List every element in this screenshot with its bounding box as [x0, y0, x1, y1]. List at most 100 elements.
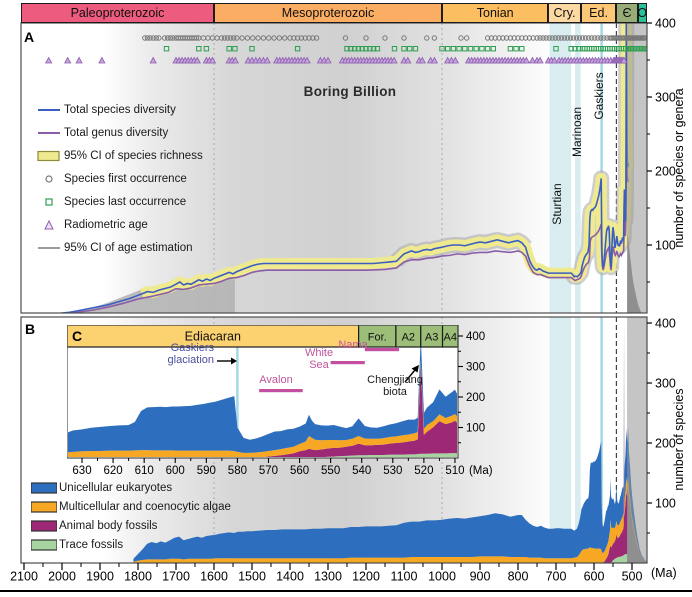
- x-axis-tick-label: 1000: [428, 570, 456, 584]
- radiometric-age-marker: [536, 56, 544, 64]
- legend-item: Animal body fossils: [29, 519, 231, 533]
- species-first-occurrence-marker: [161, 35, 168, 41]
- species-last-occurrence-marker: [249, 46, 255, 52]
- area-unicellular-eukaryotes: [133, 323, 647, 563]
- y-axis-tick-label: 200: [655, 165, 676, 179]
- legend-item: Species last occurrence: [34, 195, 203, 209]
- panel-a-legend: Total species diversity Total genus diver…: [34, 103, 203, 255]
- era-label: Paleoproterozoic: [70, 6, 165, 20]
- species-first-occurrence-marker: [511, 35, 517, 41]
- inset-x-tick-label: 600: [166, 465, 185, 477]
- legend-item: Unicellular eukaryotes: [29, 481, 231, 495]
- phanerozoic-gray-overlay-b: [627, 317, 647, 563]
- species-first-occurrence-marker: [144, 35, 151, 41]
- y-axis-tick-label: 100: [655, 239, 676, 253]
- radiometric-age-marker: [550, 56, 559, 64]
- species-first-occurrence-marker: [484, 35, 491, 41]
- x-axis-tick-label: 900: [470, 570, 491, 584]
- line-legend-marker: [34, 104, 64, 116]
- species-first-occurrence-marker: [570, 35, 577, 41]
- panel-a-y-axis-title: number of species or genera: [672, 88, 686, 248]
- radiometric-age-marker: [390, 56, 398, 64]
- species-first-occurrence-marker: [546, 35, 552, 41]
- y-axis-tick-label: 300: [655, 91, 676, 105]
- radiometric-age-marker: [620, 56, 628, 64]
- species-last-occurrence-marker: [490, 46, 497, 52]
- inset-stage-label: A2: [402, 332, 415, 344]
- legend-item-label: Trace fossils: [59, 539, 124, 551]
- species-first-occurrence-marker: [543, 35, 549, 41]
- inset-x-tick-label: 530: [383, 465, 402, 477]
- swatch-legend-marker: [29, 482, 59, 494]
- x-axis-tick-label: 800: [508, 570, 529, 584]
- inset-stage-label: Ediacaran: [185, 330, 241, 344]
- y-axis-tick-label: 200: [655, 437, 676, 451]
- figure-bottom-rule: [0, 590, 692, 592]
- y-axis-tick-label: 400: [655, 17, 676, 31]
- species-first-occurrence-marker: [255, 35, 261, 41]
- species-first-occurrence-marker: [231, 35, 237, 41]
- species-first-occurrence-marker: [193, 35, 200, 41]
- species-last-occurrence-marker: [412, 46, 419, 52]
- inset-x-tick-label: 510: [445, 465, 464, 477]
- panel-a-frame: [20, 22, 648, 314]
- inset-c-svg: Ediacaran For. A2 A3 A4 630 620 610 600 590 580 570…: [67, 325, 493, 477]
- inset-x-tick-label: 590: [197, 465, 216, 477]
- species-first-occurrence-marker: [534, 35, 540, 41]
- radiometric-age-marker: [98, 56, 106, 64]
- legend-item: Radiometric age: [34, 218, 203, 232]
- species-last-occurrence-marker: [568, 46, 574, 52]
- species-last-occurrence-marker: [401, 46, 407, 52]
- species-first-occurrence-marker: [573, 35, 580, 41]
- species-last-occurrence-marker: [294, 46, 301, 52]
- radiometric-age-marker: [430, 56, 439, 64]
- species-first-occurrence-marker: [306, 35, 312, 41]
- gaskiers-arrow-head: [231, 357, 237, 365]
- species-first-occurrence-marker: [488, 35, 495, 41]
- y-axis-tick-label: 400: [655, 317, 676, 331]
- era-paleoproterozoic: Paleoproterozoic: [21, 3, 214, 23]
- species-last-occurrence-marker: [370, 46, 377, 52]
- species-first-occurrence-marker: [382, 35, 388, 41]
- species-first-occurrence-marker: [503, 35, 510, 41]
- area-animal-body-fossils: [263, 365, 457, 457]
- radiometric-age-marker: [231, 56, 239, 64]
- species-last-occurrence-marker: [407, 46, 413, 52]
- glaciation-band-sturtian: [549, 23, 572, 313]
- species-last-occurrence-marker: [439, 46, 445, 52]
- species-first-occurrence-marker: [585, 35, 592, 41]
- inset-x-tick-label: 550: [321, 465, 340, 477]
- species-last-occurrence-marker: [445, 46, 451, 52]
- species-last-occurrence-marker: [450, 46, 457, 52]
- inset-x-tick-label: 630: [72, 465, 91, 477]
- species-diversity-line: [58, 23, 629, 313]
- species-first-occurrence-marker: [598, 35, 604, 41]
- panel-a-label: A: [24, 29, 35, 45]
- radiometric-age-marker: [64, 56, 72, 64]
- species-last-occurrence-marker: [374, 46, 381, 52]
- species-first-occurrence-marker: [567, 35, 574, 41]
- radiometric-age-marker: [193, 56, 201, 64]
- species-last-occurrence-marker: [226, 46, 232, 52]
- species-first-occurrence-marker: [589, 35, 595, 41]
- species-last-occurrence-marker: [572, 46, 578, 52]
- species-last-occurrence-marker: [576, 46, 582, 52]
- panel-a-plot: [45, 23, 647, 313]
- x-axis-tick-label: 1100: [391, 570, 418, 584]
- species-first-occurrence-marker: [496, 35, 502, 41]
- species-first-occurrence-marker: [530, 35, 536, 41]
- legend-item-label: Multicellular and coenocytic algae: [59, 501, 231, 513]
- species-first-occurrence-marker: [260, 35, 267, 41]
- x-axis-tick-label: 1500: [238, 570, 266, 584]
- nama-annotation: Nama: [331, 339, 375, 351]
- species-first-occurrence-marker: [342, 35, 349, 41]
- species-last-occurrence-marker: [391, 46, 398, 52]
- species-first-occurrence-marker: [576, 35, 583, 41]
- x-axis-tick-label: 1400: [276, 570, 304, 584]
- species-first-occurrence-marker: [244, 35, 251, 41]
- era-label: Ed.: [589, 6, 608, 20]
- x-axis-tick-label: 1300: [314, 570, 342, 584]
- species-first-occurrence-marker: [522, 35, 529, 41]
- x-axis-tick-label: 700: [546, 570, 567, 584]
- x-axis-tick-label: 1200: [352, 570, 380, 584]
